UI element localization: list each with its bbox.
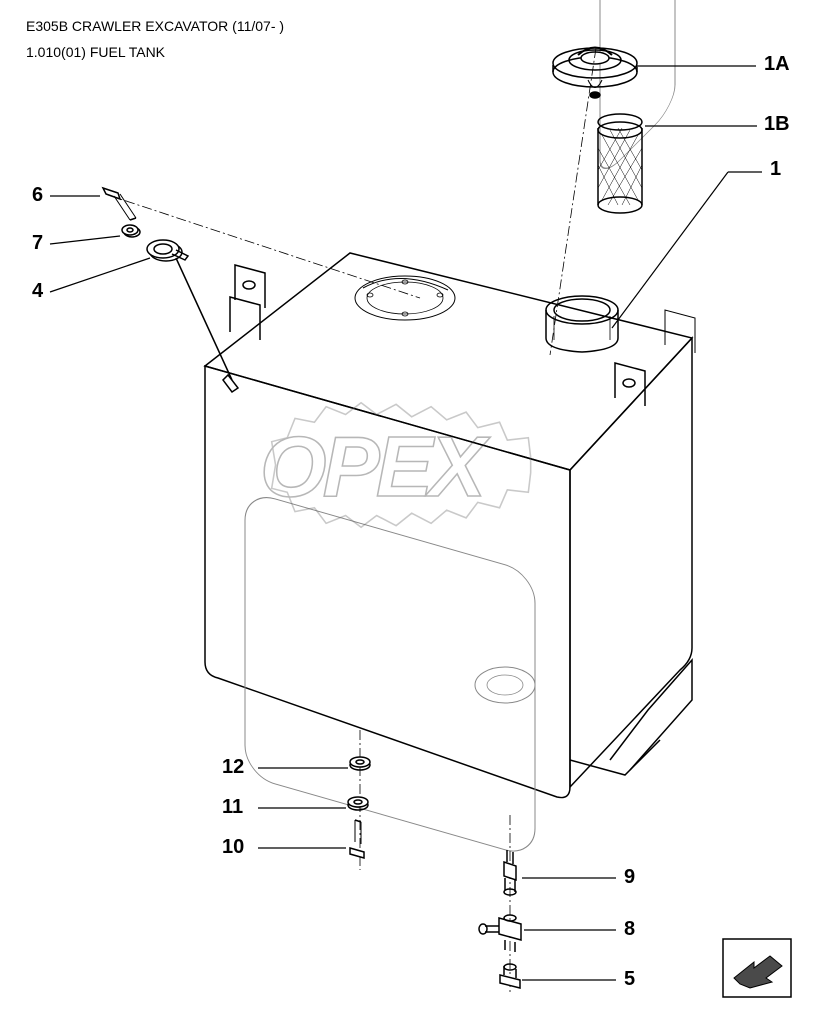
callout-1a: 1A (764, 53, 790, 76)
callout-11: 11 (222, 796, 243, 819)
callout-5: 5 (624, 968, 635, 991)
callout-7: 7 (32, 232, 43, 255)
callout-8: 8 (624, 918, 635, 941)
callout-1: 1 (770, 158, 781, 181)
callout-9: 9 (624, 866, 635, 889)
callout-6: 6 (32, 184, 43, 207)
fuel-tank-diagram (0, 0, 817, 1033)
callout-10: 10 (222, 836, 244, 859)
callout-1b: 1B (764, 113, 790, 136)
callout-4: 4 (32, 280, 43, 303)
nav-arrow-icon[interactable] (722, 938, 792, 998)
callout-12: 12 (222, 756, 244, 779)
